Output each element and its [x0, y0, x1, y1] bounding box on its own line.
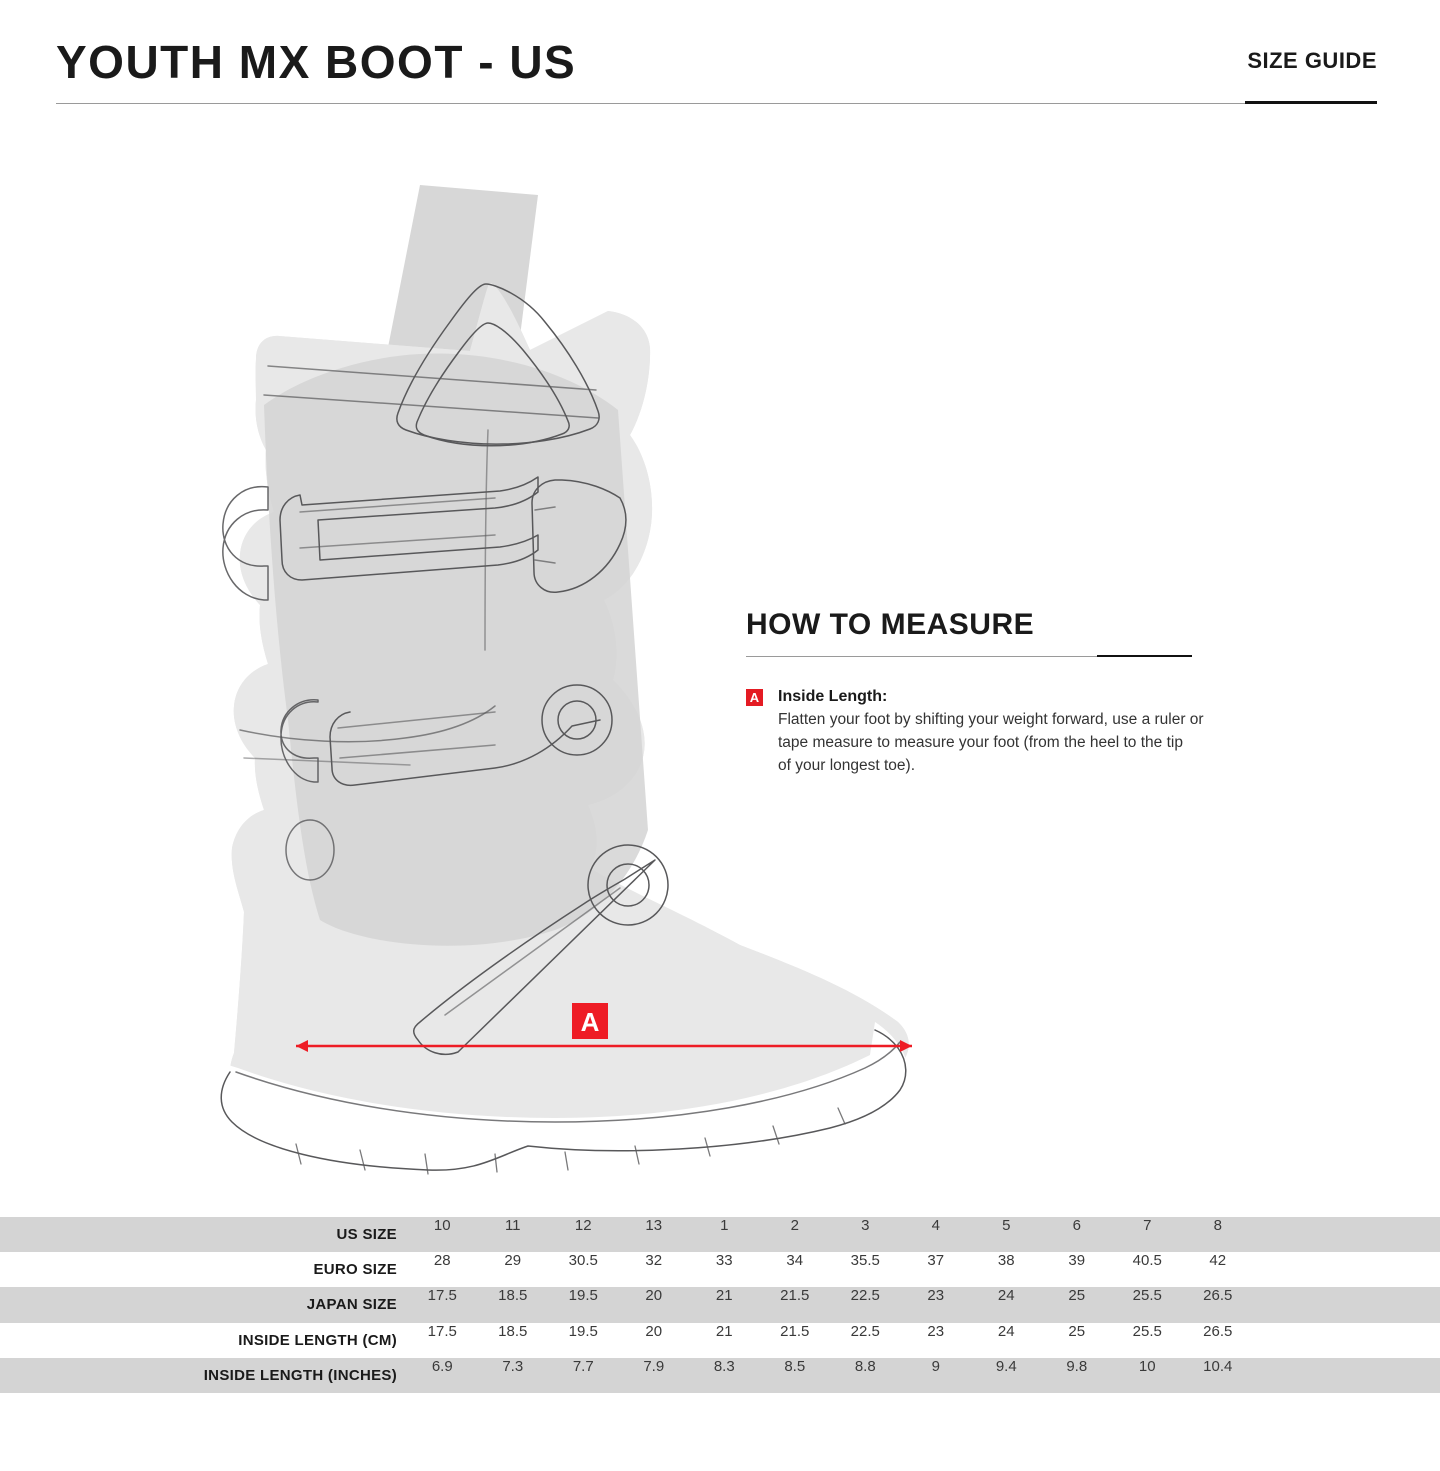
svg-text:A: A	[581, 1007, 600, 1037]
